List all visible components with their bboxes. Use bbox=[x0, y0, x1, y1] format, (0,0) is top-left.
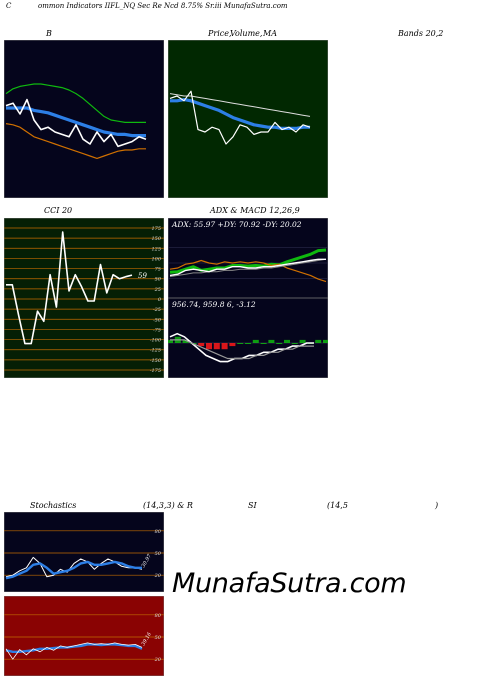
price-ma-panel bbox=[168, 40, 328, 198]
adx-adx_fill-line bbox=[169, 258, 326, 277]
si-label: SI bbox=[248, 501, 257, 510]
bollinger-lower-line bbox=[5, 123, 146, 160]
macd-signal-line bbox=[170, 339, 314, 360]
cci-label: CCI 20 bbox=[44, 206, 73, 215]
price_ma-price-line bbox=[169, 90, 311, 145]
bollinger-price-line bbox=[5, 98, 147, 148]
adx-readout: ADX: 55.97 +DY: 70.92 -DY: 20.02 bbox=[171, 220, 302, 229]
cci-tick-label: -50 bbox=[153, 317, 162, 323]
cci-tick-label: -25 bbox=[153, 307, 161, 313]
stoch-tick-label: 20 bbox=[154, 573, 162, 579]
chart-title: ommon Indicators IIFL_NQ Sec Re Ncd 8.75… bbox=[38, 2, 288, 10]
cci-tick-label: 0 bbox=[158, 297, 162, 303]
cci-tick-label: 125 bbox=[151, 246, 161, 252]
macd-histogram-bar bbox=[245, 343, 251, 344]
macd-histogram-bar bbox=[198, 343, 205, 347]
cci-tick-label: -100 bbox=[150, 338, 162, 344]
price-label: Price, bbox=[208, 29, 232, 38]
macd-histogram-bar bbox=[168, 339, 173, 343]
volume-label: Volume, bbox=[230, 29, 263, 38]
cci-panel: 175 150 125 100 75 50 25 0 -25 -50 -75 -100 -125 -150… bbox=[4, 218, 164, 378]
rsi-tick-label: 20 bbox=[154, 657, 162, 663]
cci-tick-label: 100 bbox=[151, 256, 161, 262]
cci-tick-label: 75 bbox=[155, 267, 161, 273]
macd-histogram-bar bbox=[291, 343, 298, 344]
cci-tick-label: 150 bbox=[151, 236, 161, 242]
cci-tick-label: -150 bbox=[150, 358, 162, 364]
adx-adx-line bbox=[169, 258, 327, 278]
macd-readout: 956.74, 959.8 6, -3.12 bbox=[172, 300, 256, 309]
bollinger-upper-line bbox=[5, 83, 146, 124]
macd-histogram-bar bbox=[252, 339, 259, 343]
bands-label: Bands 20,2 bbox=[398, 29, 444, 38]
price_ma-ma_long-line bbox=[169, 93, 311, 117]
macd-histogram-bar bbox=[315, 339, 322, 343]
stochastics-k-line bbox=[5, 556, 143, 578]
cci-tick-label: -75 bbox=[153, 327, 161, 333]
cci-cci-line bbox=[6, 231, 133, 345]
macd-histogram-bar bbox=[213, 343, 220, 350]
rsi-rsi-line bbox=[5, 643, 143, 653]
macd-histogram-bar bbox=[221, 343, 228, 350]
watermark: MunafaSutra.com bbox=[172, 568, 407, 599]
ma-label: MA bbox=[263, 29, 277, 38]
macd-histogram-bar bbox=[260, 343, 267, 344]
rsi-tick-label: 50 bbox=[155, 635, 162, 641]
adx-minus_di-line bbox=[169, 259, 327, 283]
macd-panel: 956.74, 959.8 6, -3.12 bbox=[168, 298, 328, 378]
cci-tick-label: 25 bbox=[154, 287, 161, 293]
stoch-tick-label: 80 bbox=[155, 529, 162, 535]
cci-last-value: 59 bbox=[138, 272, 147, 280]
bb-label: B bbox=[46, 29, 52, 38]
cci-tick-label: 175 bbox=[151, 226, 161, 232]
stoch-params-label: (14,3,3) & R bbox=[143, 501, 193, 510]
adx-macd-label: ADX & MACD 12,26,9 bbox=[210, 206, 300, 215]
macd-histogram-bar bbox=[276, 343, 283, 344]
si-close-paren: ) bbox=[435, 501, 439, 510]
cci-tick-label: -125 bbox=[150, 348, 161, 354]
macd-histogram-bar bbox=[323, 339, 328, 343]
adx-panel: ADX: 55.97 +DY: 70.92 -DY: 20.02 bbox=[168, 218, 328, 298]
stoch-label: Stochastics bbox=[30, 501, 77, 510]
macd-histogram-bar bbox=[268, 339, 275, 343]
macd-histogram-bar bbox=[206, 343, 212, 350]
cci-tick-label: -175 bbox=[150, 368, 161, 374]
rsi-rsi_thin-line bbox=[5, 642, 143, 660]
cci-tick-label: 50 bbox=[155, 277, 162, 283]
si-params-label: (14,5 bbox=[327, 501, 348, 510]
macd-histogram-bar bbox=[284, 339, 290, 343]
bollinger-panel bbox=[4, 40, 164, 198]
macd-histogram-bar bbox=[237, 343, 244, 344]
adx-plus_di-line bbox=[169, 248, 327, 274]
macd-histogram-bar bbox=[182, 339, 189, 343]
stochastics-d-line bbox=[5, 560, 142, 580]
macd-histogram-bar bbox=[299, 339, 306, 343]
macd-histogram-bar bbox=[229, 343, 236, 347]
title-prefix-c: C bbox=[6, 2, 12, 10]
stoch-tick-label: 50 bbox=[155, 551, 162, 557]
rsi-tick-label: 80 bbox=[155, 613, 162, 619]
